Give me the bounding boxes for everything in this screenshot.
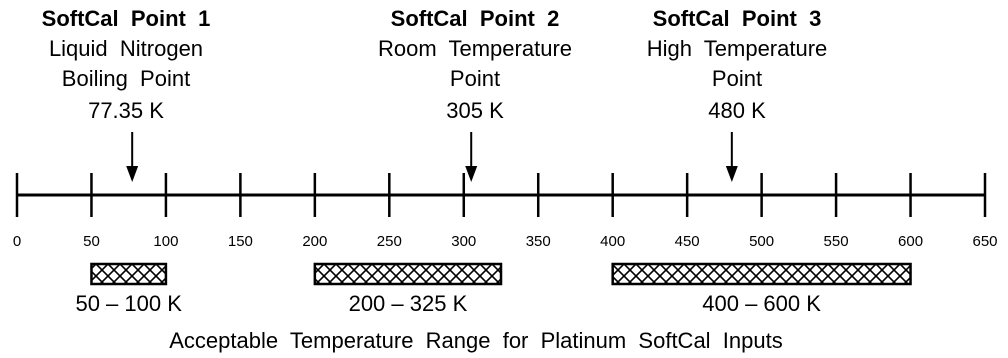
range-bar <box>611 262 912 286</box>
soft-point-2-line-2: Point <box>450 66 500 91</box>
soft-point-3-line-2: Point <box>712 66 762 91</box>
range-label-2: 200 – 325 K <box>349 291 468 316</box>
soft-point-3: SoftCal Point 3 High Temperature Point 4… <box>647 6 828 123</box>
axis-tick-label: 550 <box>824 233 849 250</box>
range-bars <box>90 262 912 286</box>
caption: Acceptable Temperature Range for Platinu… <box>169 328 782 353</box>
axis-tick-label: 200 <box>302 233 327 250</box>
axis-tick-label: 150 <box>228 233 253 250</box>
axis-tick-label: 100 <box>153 233 178 250</box>
axis-tick-label: 500 <box>749 233 774 250</box>
range-label-3: 400 – 600 K <box>702 291 821 316</box>
soft-point-3-line-1: High Temperature <box>647 36 828 61</box>
range-label-1: 50 – 100 K <box>75 291 182 316</box>
range-bar <box>90 262 168 286</box>
soft-point-1-value: 77.35 K <box>88 98 164 123</box>
point-arrow-head <box>725 166 738 182</box>
axis-tick-label: 600 <box>898 233 923 250</box>
soft-point-1-line-2: Boiling Point <box>62 66 190 91</box>
axis-tick-label: 0 <box>13 233 21 250</box>
soft-point-2-line-1: Room Temperature <box>378 36 572 61</box>
soft-point-1-title: SoftCal Point 1 <box>42 6 211 31</box>
axis-tick-label: 650 <box>972 233 997 250</box>
axis-tick-label: 350 <box>526 233 551 250</box>
soft-point-2-title: SoftCal Point 2 <box>391 6 560 31</box>
soft-point-2: SoftCal Point 2 Room Temperature Point 3… <box>378 6 572 123</box>
point-arrow-head <box>126 166 139 182</box>
point-arrow-head <box>465 166 478 182</box>
axis-tick-label: 450 <box>675 233 700 250</box>
range-bar <box>313 262 503 286</box>
soft-point-1-line-1: Liquid Nitrogen <box>49 36 203 61</box>
point-arrows <box>126 132 738 182</box>
axis-tick-label: 400 <box>600 233 625 250</box>
soft-point-1: SoftCal Point 1 Liquid Nitrogen Boiling … <box>42 6 211 123</box>
axis-ticks: 0 50 100 150 200 250 300 350 400 450 500 550 600 650 <box>13 173 998 250</box>
axis-tick-label: 50 <box>83 233 100 250</box>
soft-point-3-value: 480 K <box>708 98 766 123</box>
soft-point-3-title: SoftCal Point 3 <box>653 6 822 31</box>
axis-tick-label: 250 <box>377 233 402 250</box>
soft-point-2-value: 305 K <box>446 98 504 123</box>
axis-tick-label: 300 <box>451 233 476 250</box>
